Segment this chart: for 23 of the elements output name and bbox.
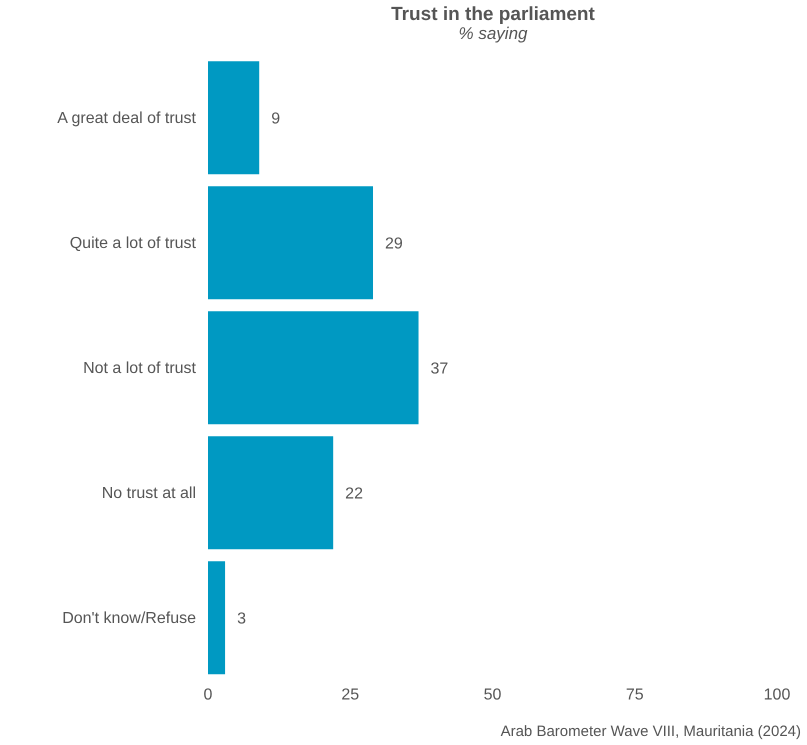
bar bbox=[208, 186, 374, 300]
x-tick-label: 75 bbox=[626, 686, 644, 704]
data-label: 3 bbox=[237, 610, 246, 628]
y-tick-label: Don't know/Refuse bbox=[62, 610, 196, 628]
text: Arab Barometer Wave VIII, Mauritania (2024) bbox=[500, 723, 801, 740]
y-tick-label: Not a lot of trust bbox=[83, 360, 197, 378]
x-tick-label: 100 bbox=[764, 686, 790, 704]
chart-title: Trust in the parliament bbox=[390, 4, 596, 26]
data-label: 22 bbox=[345, 485, 364, 502]
bar bbox=[208, 61, 260, 174]
data-label: 9 bbox=[271, 110, 280, 128]
bar bbox=[208, 561, 226, 674]
bar bbox=[208, 436, 334, 550]
y-tick-label: No trust at all bbox=[102, 485, 196, 502]
bar bbox=[208, 311, 419, 424]
x-tick-label: 50 bbox=[484, 686, 502, 704]
y-tick-label: Quite a lot of trust bbox=[70, 235, 197, 252]
y-tick-label: A great deal of trust bbox=[57, 110, 197, 128]
data-label: 37 bbox=[430, 360, 448, 378]
x-tick-label: 0 bbox=[204, 686, 213, 704]
x-tick-label: 25 bbox=[341, 686, 360, 704]
data-label: 29 bbox=[385, 235, 403, 252]
chart-subtitle: % saying bbox=[458, 24, 528, 44]
